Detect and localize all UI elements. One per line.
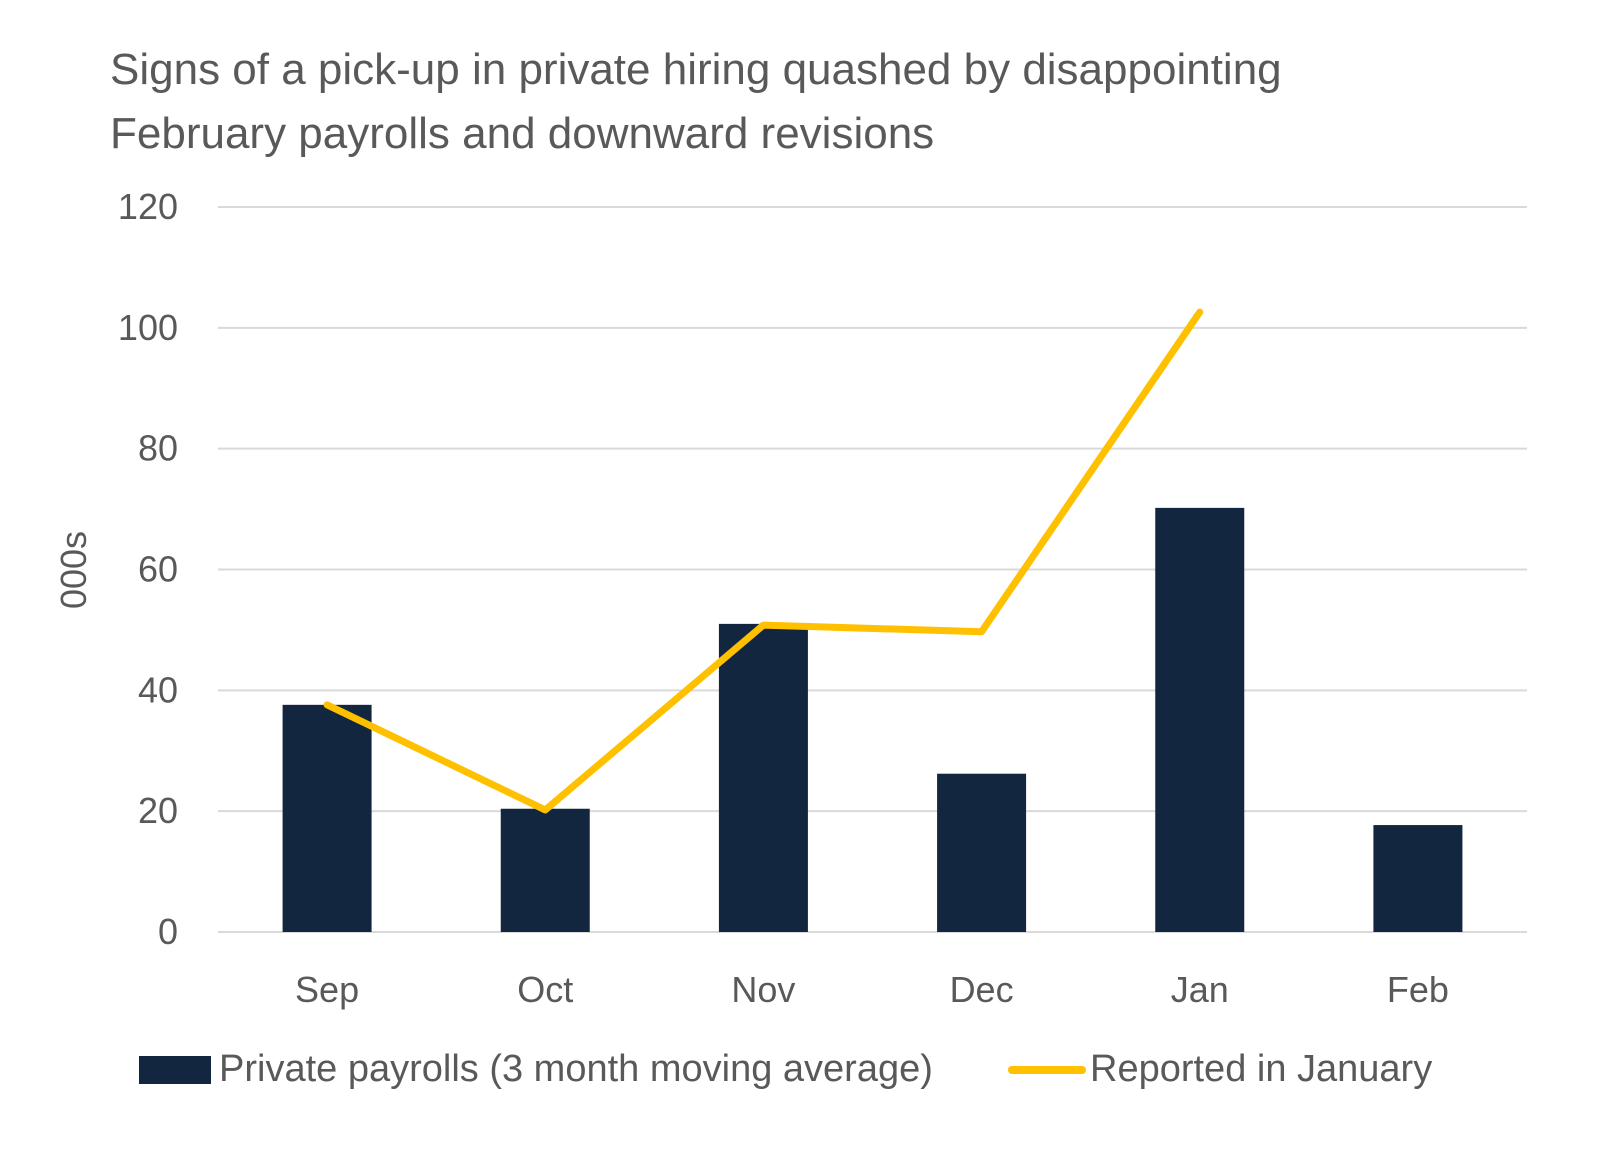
x-tick-label: Nov	[731, 969, 795, 1010]
y-tick-label: 100	[118, 307, 178, 348]
bar-jan	[1155, 507, 1245, 932]
y-axis-label: 000s	[53, 531, 94, 609]
legend-label: Reported in January	[1090, 1048, 1433, 1090]
legend: Private payrolls (3 month moving average…	[0, 1048, 1600, 1108]
legend-label: Private payrolls (3 month moving average…	[219, 1048, 933, 1090]
bar-dec	[937, 773, 1027, 932]
y-tick-label: 0	[158, 911, 178, 952]
y-tick-label: 40	[138, 669, 178, 710]
x-tick-label: Feb	[1387, 969, 1449, 1010]
legend-item-line: Reported in January	[1008, 1048, 1432, 1091]
bar-sep	[282, 704, 372, 932]
x-tick-label: Dec	[950, 969, 1014, 1010]
x-tick-label: Jan	[1171, 969, 1229, 1010]
y-tick-label: 60	[138, 549, 178, 590]
bar-oct	[500, 808, 590, 932]
chart-title: Signs of a pick-up in private hiring qua…	[110, 45, 1282, 158]
legend-swatch-line	[1008, 1065, 1086, 1074]
bar-nov	[718, 623, 808, 932]
y-tick-label: 20	[138, 790, 178, 831]
y-tick-label: 120	[118, 186, 178, 227]
x-tick-label: Sep	[295, 969, 359, 1010]
x-tick-label: Oct	[517, 969, 573, 1010]
bar-feb	[1373, 825, 1463, 932]
legend-item-bars: Private payrolls (3 month moving average…	[139, 1048, 933, 1091]
y-tick-label: 80	[138, 428, 178, 469]
legend-swatch-bar	[139, 1055, 211, 1084]
